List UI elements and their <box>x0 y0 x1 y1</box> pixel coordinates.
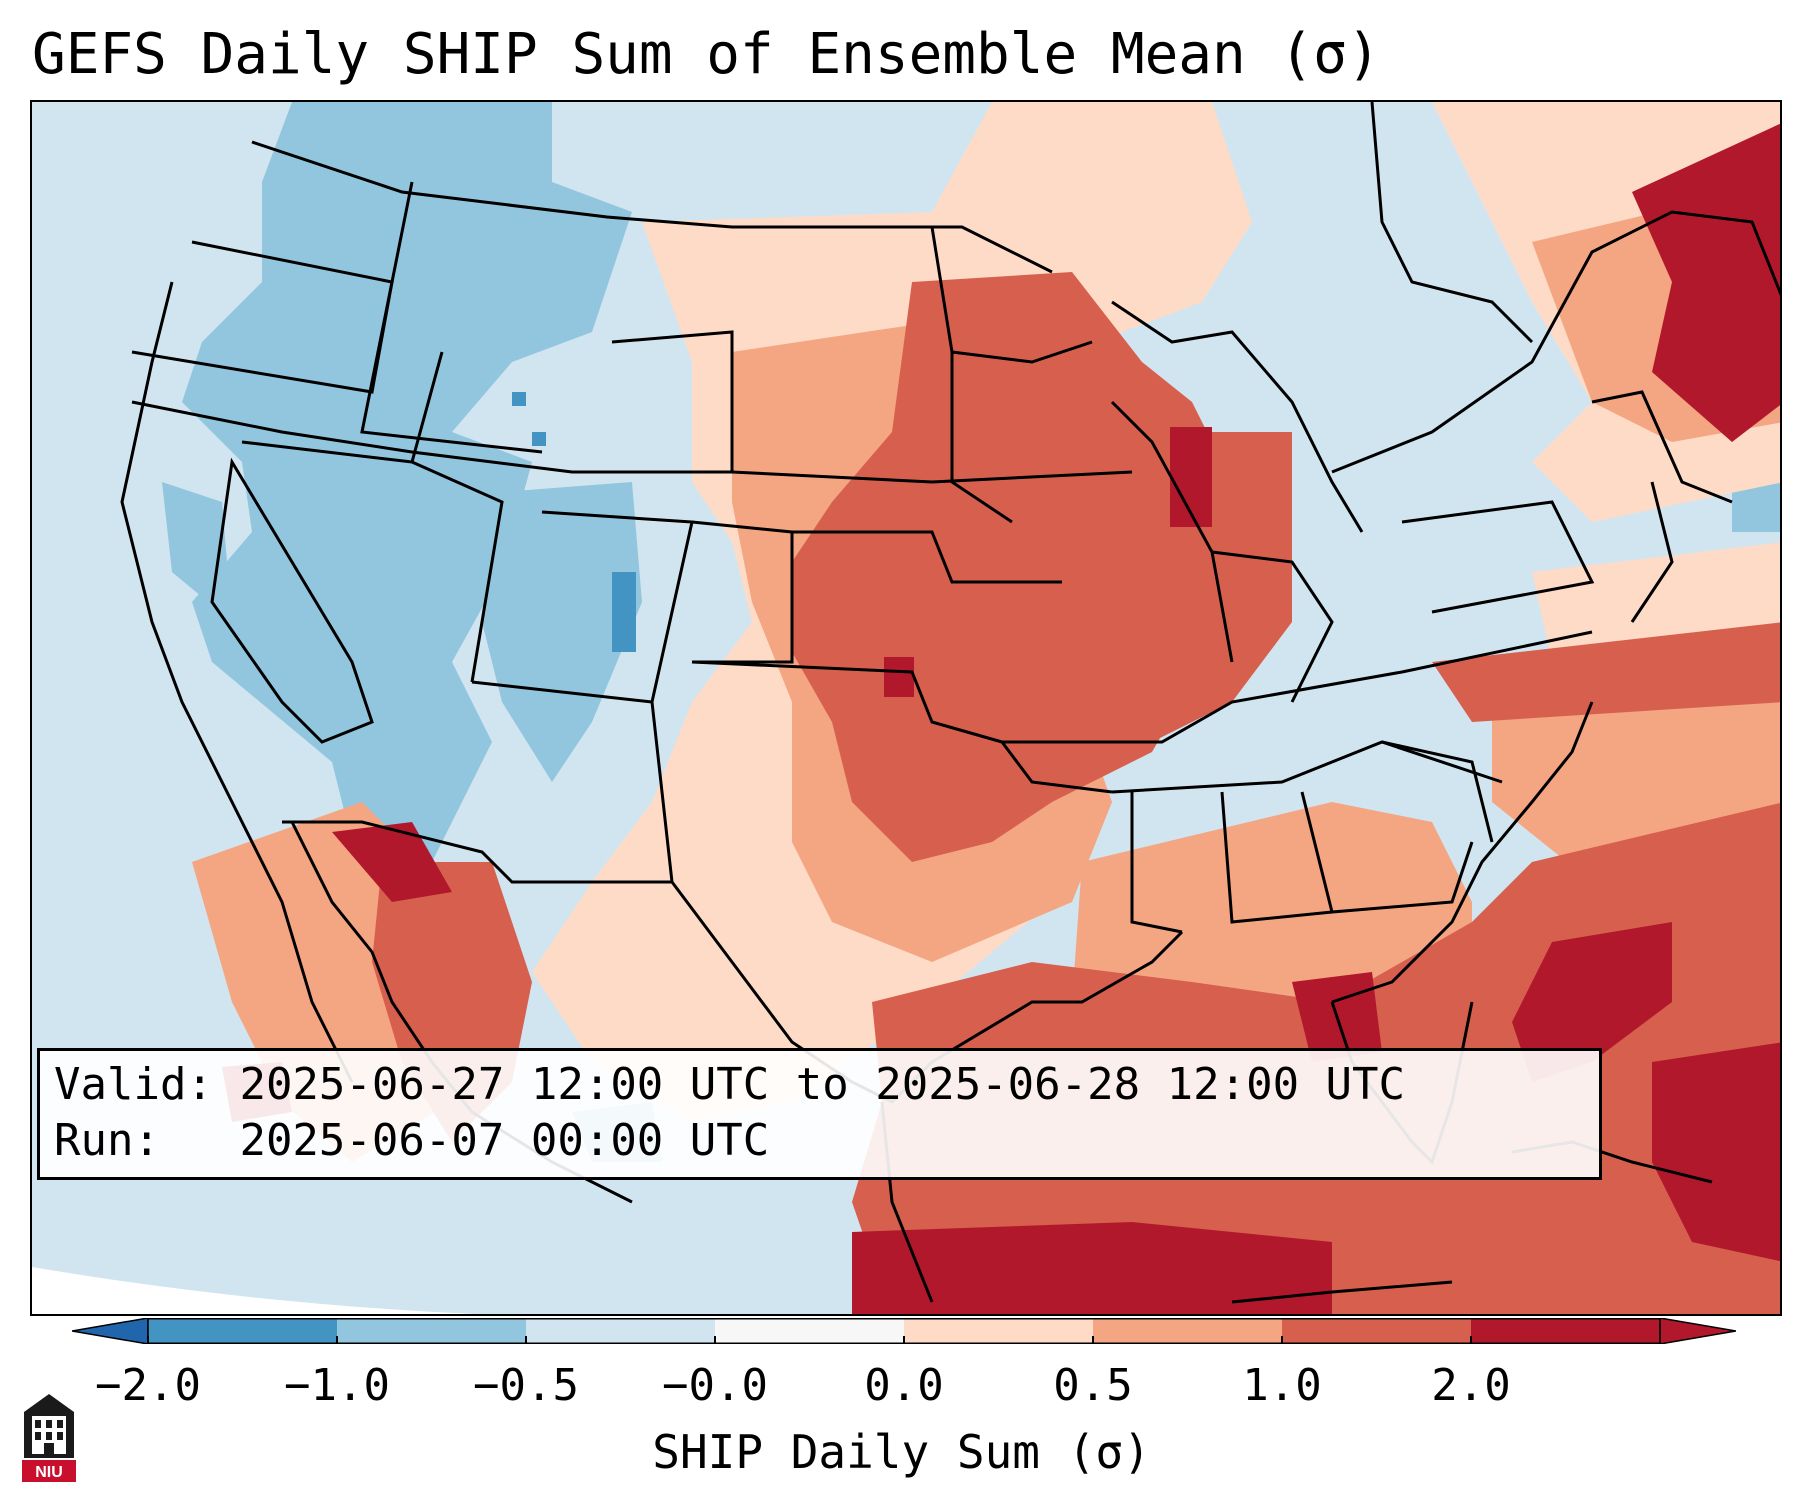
colorbar <box>72 1318 1736 1344</box>
colorbar-segment <box>1471 1318 1661 1344</box>
valid-run-info-box: Valid: 2025-06-27 12:00 UTC to 2025-06-2… <box>37 1048 1602 1180</box>
colorbar-tick-label: −1.0 <box>284 1360 390 1411</box>
colorbar-segment <box>1282 1318 1472 1344</box>
run-label: Run: <box>54 1115 160 1166</box>
map-title: GEFS Daily SHIP Sum of Ensemble Mean (σ) <box>32 22 1381 87</box>
colorbar-tick-label: 0.0 <box>864 1360 944 1411</box>
colorbar-tick-label: −0.0 <box>662 1360 768 1411</box>
colorbar-segment <box>904 1318 1094 1344</box>
run-date: 2025-06-07 00:00 UTC <box>239 1115 770 1166</box>
colorbar-tick-label: −0.5 <box>473 1360 579 1411</box>
valid-label: Valid: <box>54 1059 213 1110</box>
colorbar-segment <box>715 1318 905 1344</box>
colorbar-segment <box>1093 1318 1283 1344</box>
valid-date-range: 2025-06-27 12:00 UTC to 2025-06-28 12:00… <box>239 1059 1406 1110</box>
boundary-lines <box>120 102 1780 1304</box>
colorbar-segment <box>148 1318 338 1344</box>
colorbar-tick-label: 0.5 <box>1053 1360 1133 1411</box>
colorbar-tick-label: −2.0 <box>95 1360 201 1411</box>
colorbar-extend-high <box>1659 1318 1736 1344</box>
colorbar-tick-label: 1.0 <box>1242 1360 1322 1411</box>
colorbar-label: SHIP Daily Sum (σ) <box>652 1425 1151 1479</box>
extreme-positive-field <box>222 123 1780 1314</box>
logo-text: NIU <box>35 1464 63 1481</box>
colorbar-extend-low <box>72 1318 149 1344</box>
colorbar-segment <box>526 1318 716 1344</box>
colorbar-segment <box>337 1318 527 1344</box>
niu-logo-icon: NIU <box>20 1392 78 1488</box>
colorbar-tick-label: 2.0 <box>1431 1360 1511 1411</box>
